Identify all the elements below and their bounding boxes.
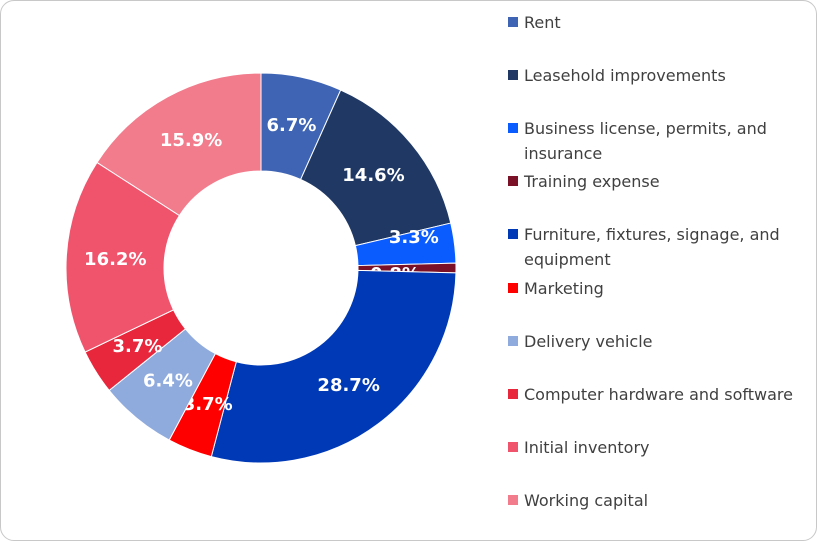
legend-label: Business license, permits, and insurance — [524, 119, 767, 163]
slice-data-label: 16.2% — [84, 249, 146, 270]
legend-swatch — [508, 283, 518, 293]
legend-item: Furniture, fixtures, signage, and equipm… — [508, 222, 813, 272]
slice-data-label: 6.7% — [267, 115, 317, 136]
legend-swatch — [508, 229, 518, 239]
legend-item: Delivery vehicle — [508, 329, 813, 354]
legend-label: Computer hardware and software — [524, 385, 793, 404]
legend-item: Computer hardware and software — [508, 382, 813, 407]
slice-data-label: 28.7% — [317, 375, 379, 396]
donut-slice — [65, 161, 181, 353]
slice-data-label: 14.6% — [342, 165, 404, 186]
legend-item: Training expense — [508, 169, 813, 194]
donut-slice — [96, 72, 262, 217]
legend-item: Marketing — [508, 276, 813, 301]
legend-label: Initial inventory — [524, 438, 650, 457]
legend-item: Leasehold improvements — [508, 63, 813, 88]
slice-data-label: 3.3% — [389, 227, 439, 248]
donut-slice — [299, 89, 452, 247]
legend-swatch — [508, 495, 518, 505]
slice-data-label: 3.7% — [113, 336, 163, 357]
legend-item: Working capital — [508, 488, 813, 513]
slice-data-label: 6.4% — [143, 370, 193, 391]
legend-label: Leasehold improvements — [524, 66, 726, 85]
legend-swatch — [508, 70, 518, 80]
legend-label: Training expense — [524, 172, 660, 191]
legend-swatch — [508, 336, 518, 346]
legend-swatch — [508, 389, 518, 399]
legend-swatch — [508, 176, 518, 186]
legend-swatch — [508, 123, 518, 133]
legend-item: Rent — [508, 10, 813, 35]
legend-label: Delivery vehicle — [524, 332, 653, 351]
legend-label: Working capital — [524, 491, 649, 510]
legend-label: Marketing — [524, 279, 604, 298]
legend-swatch — [508, 17, 518, 27]
legend-item: Initial inventory — [508, 435, 813, 460]
legend-item: Business license, permits, and insurance — [508, 116, 813, 166]
legend-label: Rent — [524, 13, 561, 32]
legend-swatch — [508, 442, 518, 452]
legend-label: Furniture, fixtures, signage, and equipm… — [524, 225, 780, 269]
slice-data-label: 15.9% — [160, 130, 222, 151]
donut-slice — [210, 269, 457, 464]
slice-data-label: 3.7% — [183, 394, 233, 415]
